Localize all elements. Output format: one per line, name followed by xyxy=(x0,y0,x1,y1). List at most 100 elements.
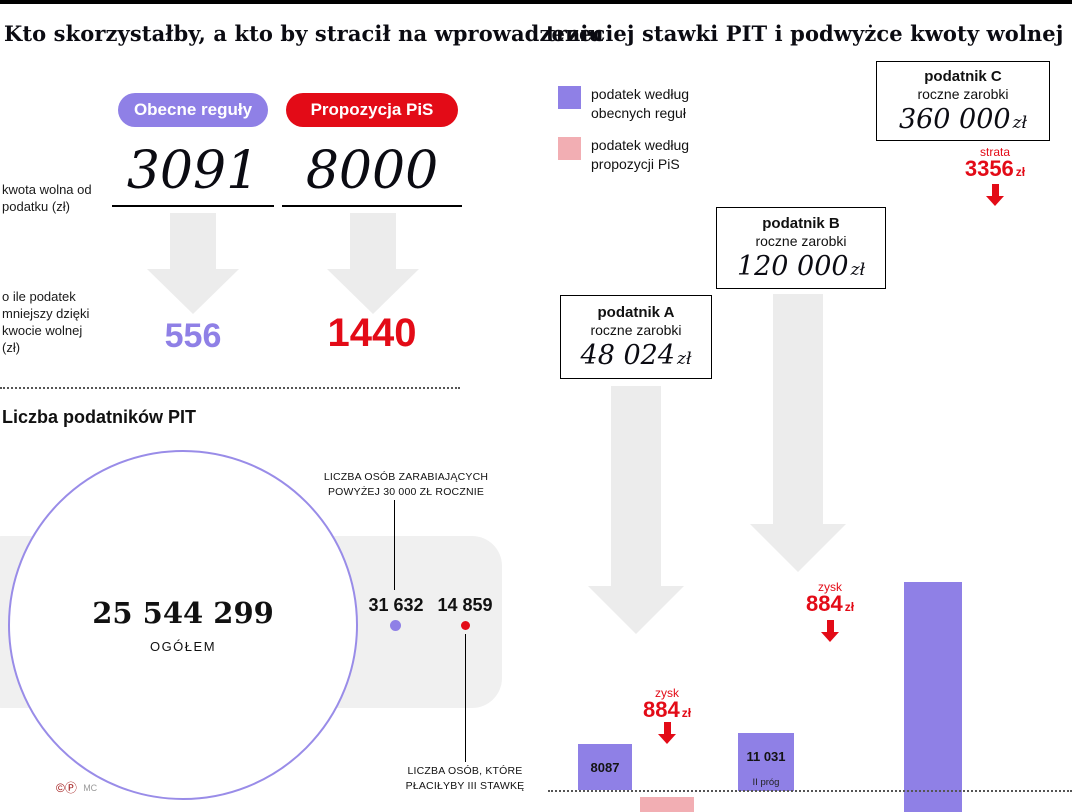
legend-swatch-proposed xyxy=(558,137,581,160)
annotation-above-30k-line1: LICZBA OSÓB ZARABIAJĄCYCH xyxy=(323,471,489,483)
down-arrow-taxpayer-a xyxy=(588,386,684,634)
taxpayer-box-c: podatnik C roczne zarobki 360 000 zł xyxy=(876,61,1050,141)
down-arrow-delta-b xyxy=(821,620,839,642)
down-arrow-delta-c xyxy=(986,184,1004,206)
bar-a-current: 8087 xyxy=(578,744,632,790)
taxpayer-b-income-unit: zł xyxy=(850,259,866,280)
bar-b-current-seg-ii: 11 031 II próg xyxy=(738,733,794,791)
taxpayer-b-caption: roczne zarobki xyxy=(755,232,847,249)
taxpayer-c-name: podatnik C xyxy=(924,67,1002,85)
down-arrow-delta-a xyxy=(658,722,676,744)
delta-amount-c: 3356 zł xyxy=(930,156,1060,182)
legend-label-current: podatek według obecnych reguł xyxy=(591,85,689,123)
row-label-tax-reduction: o ile podatek mniejszy dzięki kwocie wol… xyxy=(2,289,90,356)
taxpayer-a-name: podatnik A xyxy=(597,303,675,321)
column-header-pis-proposal: Propozycja PiS xyxy=(286,93,458,127)
tax-reduction-current: 556 xyxy=(164,317,222,355)
annotation-above-30k: LICZBA OSÓB ZARABIAJĄCYCH POWYŻEJ 30 000… xyxy=(303,470,509,500)
allowance-proposed-value: 8000 xyxy=(282,139,462,207)
bar-b-current-seg-ii-value: 11 031 xyxy=(746,748,786,764)
arrow-stem xyxy=(826,620,834,632)
arrow-head xyxy=(750,524,846,572)
bar-a-proposed: 7204 xyxy=(640,797,694,812)
taxpayer-box-b: podatnik B roczne zarobki 120 000 zł xyxy=(716,207,886,289)
legend-label-current-line2: obecnych reguł xyxy=(591,104,686,121)
dot-above-30k xyxy=(390,620,401,631)
taxpayer-a-income-unit: zł xyxy=(677,348,692,369)
allowance-current-value: 3091 xyxy=(112,139,274,207)
top-rule xyxy=(0,0,1072,4)
delta-amount-c-value: 3356 xyxy=(964,156,1014,181)
annotation-third-rate: LICZBA OSÓB, KTÓRE PŁACIŁYBY III STAWKĘ xyxy=(362,764,568,794)
legend-label-proposed-line1: podatek według xyxy=(591,137,690,153)
arrow-stem xyxy=(773,294,823,524)
delta-label-a: zysk xyxy=(655,686,679,700)
arrow-head xyxy=(986,196,1004,206)
taxpayer-a-income: 48 024 zł xyxy=(581,340,692,371)
taxpayer-c-income-unit: zł xyxy=(1012,112,1028,133)
bar-c-current-seg-ii: 87 831 II próg xyxy=(904,582,962,812)
bar-a-current-value: 8087 xyxy=(590,759,620,775)
bar-a-proposed-value: 7204 xyxy=(653,809,682,812)
taxpayer-b-name: podatnik B xyxy=(762,214,840,232)
annotation-above-30k-line2: POWYŻEJ 30 000 ZŁ ROCZNIE xyxy=(327,486,485,499)
delta-amount-a-unit: zł xyxy=(681,706,692,720)
bars-baseline xyxy=(548,790,1072,792)
page-title-left: Kto skorzystałby, a kto by stracił na wp… xyxy=(4,21,604,46)
section-divider xyxy=(0,387,460,389)
row-label-tax-free-allowance: kwota wolna od podatku (zł) xyxy=(2,182,92,215)
delta-amount-b-value: 884 xyxy=(805,591,843,616)
taxpayer-b-income-amount: 120 000 xyxy=(736,250,849,282)
annotation-third-rate-line1: LICZBA OSÓB, KTÓRE xyxy=(407,765,523,777)
delta-amount-b: 884 zł xyxy=(780,591,880,617)
count-above-30k: 31 632 xyxy=(368,595,424,615)
arrow-head xyxy=(821,632,839,642)
tax-reduction-proposed: 1440 xyxy=(327,311,417,355)
delta-label-c: strata xyxy=(979,145,1010,159)
delta-label-b: zysk xyxy=(818,580,842,594)
taxpayer-b-income: 120 000 zł xyxy=(737,251,865,282)
credit-symbols: ©Ⓟ xyxy=(56,781,77,795)
taxpayer-c-caption: roczne zarobki xyxy=(917,85,1009,102)
taxpayer-a-income-amount: 48 024 xyxy=(580,339,675,371)
annotation-line-third-rate xyxy=(465,634,466,762)
arrow-head xyxy=(658,734,676,744)
dot-third-rate xyxy=(461,621,470,630)
legend-swatch-current xyxy=(558,86,581,109)
arrow-stem xyxy=(170,213,216,269)
delta-amount-b-unit: zł xyxy=(844,600,855,614)
arrow-stem xyxy=(350,213,396,269)
arrow-head xyxy=(327,269,419,314)
delta-amount-c-unit: zł xyxy=(1015,165,1026,179)
down-arrow-current-allowance xyxy=(147,213,239,314)
column-header-current-rules: Obecne reguły xyxy=(118,93,268,127)
taxpayer-c-income-amount: 360 000 xyxy=(898,103,1011,135)
credit: ©Ⓟ MC xyxy=(56,779,97,796)
annotation-line-above-30k xyxy=(394,500,395,590)
page-title-right: trzeciej stawki PIT i podwyżce kwoty wol… xyxy=(546,21,1064,46)
arrow-head xyxy=(147,269,239,314)
bar-b-current-seg-ii-bracket: II próg xyxy=(752,777,780,788)
legend-label-proposed: podatek według propozycji PiS xyxy=(591,136,689,174)
arrow-head xyxy=(588,586,684,634)
total-taxpayers-value: 25 544 299 xyxy=(92,596,274,630)
count-third-rate: 14 859 xyxy=(437,595,493,615)
delta-amount-a-value: 884 xyxy=(642,697,680,722)
down-arrow-taxpayer-b xyxy=(750,294,846,572)
total-taxpayers-caption: OGÓŁEM xyxy=(149,639,217,654)
credit-initials: MC xyxy=(83,783,98,793)
delta-amount-a: 884 zł xyxy=(617,697,717,723)
legend-label-current-line1: podatek według xyxy=(591,86,690,102)
total-taxpayers-circle: 25 544 299 OGÓŁEM xyxy=(8,450,358,800)
annotation-third-rate-line2: PŁACIŁYBY III STAWKĘ xyxy=(405,780,525,793)
arrow-stem xyxy=(991,184,999,196)
legend-label-proposed-line2: propozycji PiS xyxy=(591,155,680,172)
taxpayer-a-caption: roczne zarobki xyxy=(590,321,682,338)
down-arrow-proposed-allowance xyxy=(327,213,419,314)
pit-section-heading: Liczba podatników PIT xyxy=(2,407,197,427)
arrow-stem xyxy=(663,722,671,734)
arrow-stem xyxy=(611,386,661,586)
taxpayer-box-a: podatnik A roczne zarobki 48 024 zł xyxy=(560,295,712,379)
taxpayer-c-income: 360 000 zł xyxy=(899,104,1027,135)
